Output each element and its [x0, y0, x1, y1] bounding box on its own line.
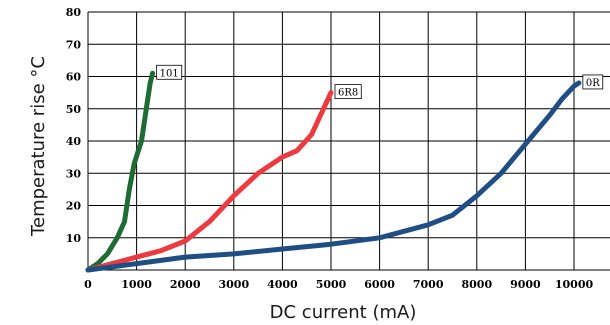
x-tick-label: 8000 — [461, 278, 492, 291]
x-axis-title: DC current (mA) — [270, 302, 417, 323]
y-axis-ticks: 10 20 30 40 50 60 70 80 — [66, 6, 82, 245]
x-tick-label: 9000 — [510, 278, 541, 291]
series-label-box — [334, 84, 362, 100]
x-tick-label: 0 — [84, 278, 92, 291]
series-line-0R — [85, 80, 582, 273]
x-tick-label: 2000 — [170, 278, 201, 291]
y-tick-label: 20 — [66, 200, 82, 213]
series-label-box — [582, 74, 604, 90]
x-tick-label: 3000 — [218, 278, 249, 291]
series-labels: 101 6R8 0R — [156, 64, 604, 100]
x-axis-ticks: 0 1000 2000 3000 4000 5000 6000 7000 8000 9000 100… — [84, 278, 593, 291]
grid — [87, 11, 610, 271]
x-tick-label: 5000 — [316, 278, 347, 291]
series-group — [85, 70, 582, 273]
series-line-6R8 — [85, 90, 334, 273]
series-label-box — [156, 64, 183, 80]
y-tick-label: 40 — [66, 135, 82, 148]
y-tick-label: 10 — [66, 232, 82, 245]
y-axis-title: Temperature rise °C — [28, 56, 49, 237]
y-tick-label: 50 — [66, 103, 82, 116]
series-label-0R: 0R — [586, 78, 600, 89]
y-tick-label: 70 — [66, 38, 82, 51]
series-label-101: 101 — [160, 68, 179, 79]
series-label-6R8: 6R8 — [338, 88, 358, 99]
y-tick-label: 30 — [66, 167, 82, 180]
series-line-101 — [85, 70, 156, 273]
x-tick-label: 10000 — [555, 278, 594, 291]
y-tick-label: 80 — [66, 6, 82, 19]
x-tick-label: 4000 — [267, 278, 298, 291]
x-tick-label: 6000 — [364, 278, 395, 291]
x-tick-label: 7000 — [413, 278, 444, 291]
y-tick-label: 60 — [66, 71, 82, 84]
x-tick-label: 1000 — [121, 278, 152, 291]
